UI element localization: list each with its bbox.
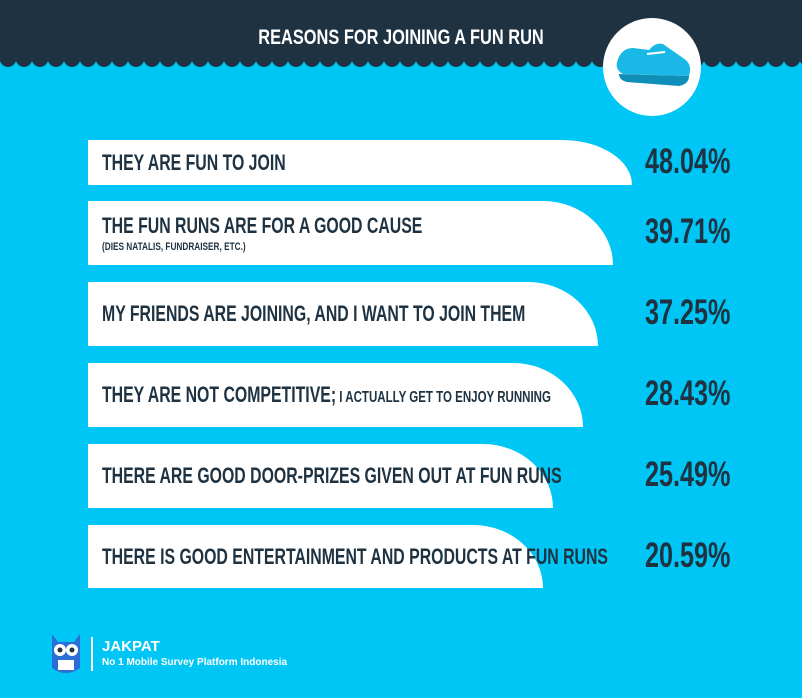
percentage: 20.59% [645, 535, 731, 575]
reason-bar: THEY ARE FUN TO JOIN [88, 140, 632, 185]
percentage: 25.49% [645, 455, 731, 494]
scallop [576, 56, 592, 67]
scallop [288, 56, 304, 67]
scallop [272, 56, 288, 67]
scallop [352, 56, 368, 67]
scallop [32, 56, 48, 67]
scallop [720, 56, 736, 67]
reason-label: MY FRIENDS ARE JOINING, AND I WANT TO JO… [102, 301, 525, 327]
reason-text: THEY ARE FUN TO JOIN [102, 149, 286, 175]
scallop [544, 56, 560, 67]
scallop [112, 56, 128, 67]
percentage: 48.04% [645, 141, 731, 181]
scallop [768, 56, 784, 67]
scallop [448, 56, 464, 67]
reason-text: MY FRIENDS ARE JOINING, AND I WANT TO JO… [102, 301, 526, 326]
percentage: 39.71% [645, 212, 731, 251]
scallop [464, 56, 480, 67]
scallop [528, 56, 544, 67]
scallop [0, 56, 16, 67]
scallop [416, 56, 432, 67]
scallop [48, 56, 64, 67]
scallop [224, 56, 240, 67]
scallop [336, 56, 352, 67]
reason-bar: THE FUN RUNS ARE FOR A GOOD CAUSE (DIES N… [88, 201, 613, 265]
reason-bar: THERE ARE GOOD DOOR-PRIZES GIVEN OUT AT … [88, 444, 562, 508]
brand: JAKPAT [102, 638, 160, 655]
shoe-icon [616, 43, 691, 86]
scallop [64, 56, 80, 67]
reason-bar: THEY ARE NOT COMPETITIVE; I ACTUALLY GET… [88, 363, 583, 427]
reason-label: THERE ARE GOOD DOOR-PRIZES GIVEN OUT AT … [102, 463, 562, 489]
scallop [160, 56, 176, 67]
scallop [256, 56, 272, 67]
reason-text: THE FUN RUNS ARE FOR A GOOD CAUSE [102, 213, 423, 238]
scallop [192, 56, 208, 67]
percentage: 28.43% [645, 374, 731, 413]
scallop [144, 56, 160, 67]
scallop [752, 56, 768, 67]
reason-bar: MY FRIENDS ARE JOINING, AND I WANT TO JO… [88, 282, 598, 346]
owl-logo [52, 634, 80, 673]
scallop [80, 56, 96, 67]
reason-label: THERE IS GOOD ENTERTAINMENT AND PRODUCTS… [102, 544, 608, 570]
scallop [208, 56, 224, 67]
scallop [176, 56, 192, 67]
title: REASONS FOR JOINING A FUN RUN [258, 26, 544, 49]
shoe-badge [603, 18, 701, 116]
scallop [128, 56, 144, 67]
scallop [736, 56, 752, 67]
scallop [384, 56, 400, 67]
reason-text: THERE IS GOOD ENTERTAINMENT AND PRODUCTS… [102, 543, 609, 569]
scallop [320, 56, 336, 67]
scallop [784, 56, 800, 67]
scallop [16, 56, 32, 67]
separator [91, 637, 93, 671]
reason-text: THERE ARE GOOD DOOR-PRIZES GIVEN OUT AT … [102, 463, 562, 488]
scallop [96, 56, 112, 67]
percentage: 37.25% [645, 293, 731, 332]
scallop [560, 56, 576, 67]
scallop [496, 56, 512, 67]
reason-text-small: I ACTUALLY GET TO ENJOY RUNNING [336, 389, 551, 406]
scallop [400, 56, 416, 67]
scallop [304, 56, 320, 67]
reason-label: THE FUN RUNS ARE FOR A GOOD CAUSE [102, 213, 422, 239]
reason-bar: THERE IS GOOD ENTERTAINMENT AND PRODUCTS… [88, 525, 608, 588]
scallop [432, 56, 448, 67]
tagline: No 1 Mobile Survey Platform Indonesia [102, 657, 288, 668]
scallop [480, 56, 496, 67]
reason-note: (DIES NATALIS, FUNDRAISER, ETC.) [102, 241, 246, 253]
scallop [512, 56, 528, 67]
scallop [704, 56, 720, 67]
reason-label: THEY ARE NOT COMPETITIVE; I ACTUALLY GET… [102, 382, 551, 408]
reason-label: THEY ARE FUN TO JOIN [102, 150, 286, 176]
reason-text: THEY ARE NOT COMPETITIVE; [102, 382, 337, 407]
scallop [240, 56, 256, 67]
scallop [368, 56, 384, 67]
